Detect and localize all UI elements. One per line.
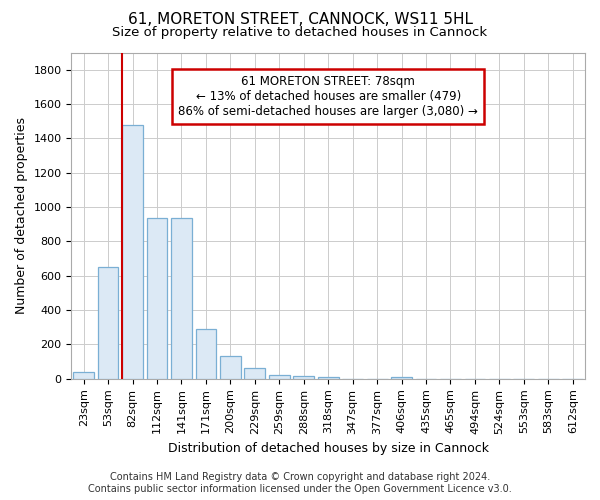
Text: 61, MORETON STREET, CANNOCK, WS11 5HL: 61, MORETON STREET, CANNOCK, WS11 5HL (128, 12, 473, 28)
Text: Size of property relative to detached houses in Cannock: Size of property relative to detached ho… (112, 26, 488, 39)
Bar (171, 218, 192, 379)
Y-axis label: Number of detached properties: Number of detached properties (15, 117, 28, 314)
Bar (318, 377, 338, 379)
X-axis label: Distribution of detached houses by size in Cannock: Distribution of detached houses by size … (168, 442, 489, 455)
Bar (244, 368, 265, 379)
Text: 61 MORETON STREET: 78sqm
← 13% of detached houses are smaller (479)
86% of semi-: 61 MORETON STREET: 78sqm ← 13% of detach… (178, 76, 478, 118)
Bar (98, 267, 118, 379)
Bar (122, 126, 143, 379)
Text: Contains HM Land Registry data © Crown copyright and database right 2024.
Contai: Contains HM Land Registry data © Crown c… (88, 472, 512, 494)
Bar (73, 372, 94, 379)
Bar (391, 377, 412, 379)
Bar (196, 329, 217, 379)
Bar (269, 374, 290, 379)
Bar (146, 218, 167, 379)
Bar (220, 356, 241, 379)
Bar (293, 376, 314, 379)
